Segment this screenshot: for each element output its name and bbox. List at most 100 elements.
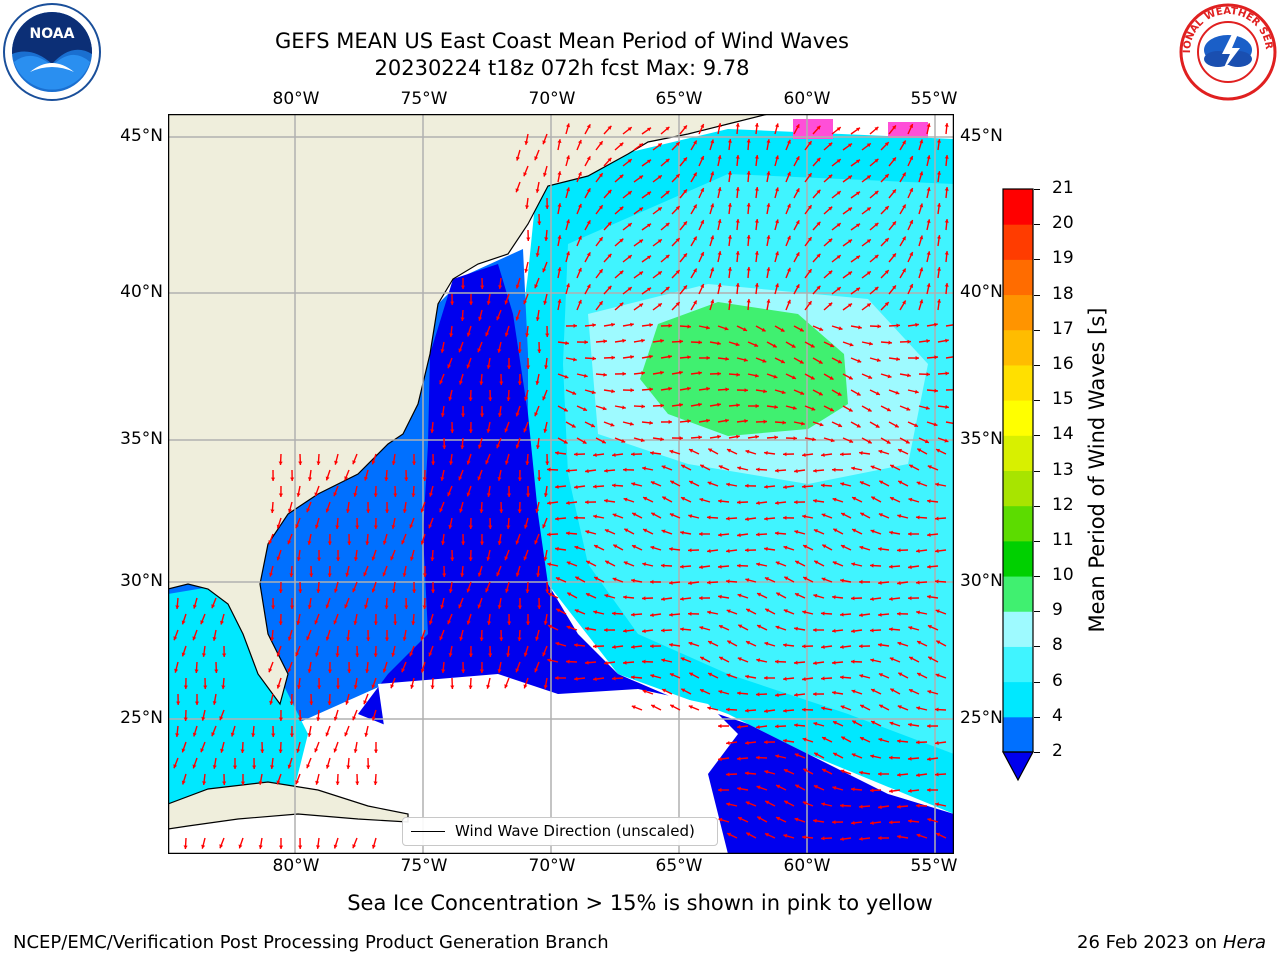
wave-arrow-head	[526, 493, 531, 497]
wave-arrow-head	[269, 700, 274, 705]
wave-arrow-head	[775, 561, 780, 566]
wave-arrow-head	[699, 497, 704, 502]
wave-arrow-head	[718, 499, 722, 504]
wave-arrow-head	[783, 609, 788, 613]
wave-arrow-head	[353, 749, 358, 753]
wave-arrow-head	[870, 658, 874, 663]
wave-arrow-head	[746, 171, 751, 175]
wave-arrow-head	[486, 365, 491, 369]
wave-arrow-head	[860, 512, 865, 517]
colorbar-tick-label: 19	[1052, 248, 1074, 269]
wave-arrow-head	[545, 333, 550, 337]
wave-arrow-head	[487, 621, 492, 625]
colorbar-segment	[1003, 611, 1033, 647]
wave-arrow-head	[662, 688, 667, 693]
wave-arrow-head	[754, 123, 759, 127]
wave-arrow-head	[334, 588, 338, 593]
wave-arrow-head	[295, 780, 300, 785]
wave-arrow-head	[258, 781, 263, 785]
wave-arrow-head	[737, 563, 741, 568]
wave-arrow-head	[344, 604, 349, 609]
colorbar-segment	[1003, 259, 1033, 296]
wave-arrow-head	[927, 817, 932, 822]
wave-arrow-head	[792, 405, 797, 410]
wave-arrow-head	[746, 641, 750, 645]
wave-arrow-head	[309, 573, 314, 577]
wave-arrow-head	[639, 175, 643, 180]
wave-arrow-head	[642, 629, 646, 634]
wave-arrow-head	[841, 512, 846, 517]
wave-arrow-head	[884, 302, 889, 306]
colorbar-tick-label: 18	[1052, 283, 1074, 304]
wave-arrow-head	[325, 732, 330, 737]
wave-arrow-head	[314, 492, 319, 497]
wave-arrow-head	[630, 355, 634, 359]
wave-arrow-head	[449, 333, 454, 337]
wave-arrow-head	[327, 701, 332, 705]
map-legend: Wind Wave Direction (unscaled)	[402, 817, 718, 846]
wave-arrow-head	[382, 668, 387, 673]
wave-arrow-head	[624, 528, 629, 533]
wave-arrow-head	[497, 348, 502, 353]
wave-arrow-head	[382, 572, 387, 577]
wave-arrow-head	[290, 477, 295, 481]
wave-arrow-head	[706, 325, 710, 330]
wave-arrow-head	[916, 803, 920, 808]
wave-arrow-head	[916, 580, 920, 585]
wave-arrow-head	[477, 604, 482, 609]
wave-arrow-head	[486, 429, 491, 433]
wave-arrow-head	[466, 332, 471, 337]
wave-arrow-head	[460, 285, 465, 289]
wave-arrow-head	[214, 669, 219, 673]
wave-arrow-head	[458, 604, 463, 609]
wave-arrow-head	[836, 255, 841, 259]
wave-arrow-head	[699, 565, 703, 570]
wave-arrow-head	[821, 836, 825, 841]
wave-arrow-head	[925, 405, 930, 410]
wave-arrow-head	[935, 548, 939, 553]
wave-arrow-head	[547, 467, 551, 472]
wave-arrow-head	[687, 386, 691, 391]
lon-tick-top-60w: 60°W	[783, 89, 831, 109]
wave-arrow-head	[745, 708, 749, 713]
wave-arrow-head	[700, 656, 705, 661]
wave-arrow-head	[352, 844, 357, 849]
wave-arrow-head	[296, 557, 301, 561]
wave-arrow-head	[440, 604, 445, 609]
wave-arrow-head	[347, 541, 352, 545]
wave-arrow-head	[879, 480, 884, 485]
wave-arrow-head	[525, 621, 531, 625]
wave-arrow-head	[287, 668, 292, 673]
wave-arrow-head	[902, 140, 906, 145]
wave-arrow-head	[194, 701, 199, 705]
wave-arrow-head	[545, 589, 550, 593]
wave-arrow-head	[278, 589, 283, 593]
wave-arrow-head	[480, 541, 485, 545]
wave-arrow-head	[557, 171, 562, 175]
wave-arrow-head	[821, 611, 825, 616]
wave-arrow-head	[612, 483, 616, 488]
wave-arrow-head	[642, 596, 646, 601]
wave-arrow-head	[593, 610, 598, 615]
wave-arrow-head	[631, 705, 636, 710]
wave-arrow-head	[706, 355, 710, 360]
legend-label: Wind Wave Direction (unscaled)	[455, 822, 695, 840]
wave-arrow-head	[335, 653, 340, 657]
wave-arrow-head	[605, 560, 610, 565]
wave-arrow-head	[892, 221, 896, 226]
noaa-logo: NOAA	[2, 2, 102, 106]
wave-arrow-head	[819, 327, 824, 331]
wave-arrow-head	[535, 317, 540, 321]
wave-arrow-head	[764, 675, 768, 680]
wave-arrow-head	[566, 468, 570, 473]
wave-arrow-head	[707, 515, 711, 520]
wave-arrow-head	[935, 516, 939, 521]
wave-arrow-head	[726, 516, 730, 521]
wave-arrow-head	[373, 525, 378, 529]
wave-arrow-head	[555, 516, 559, 521]
wave-arrow-head	[698, 371, 702, 376]
wave-arrow-head	[346, 765, 351, 769]
wave-arrow-head	[650, 481, 655, 485]
wave-arrow-head	[459, 508, 464, 513]
wave-arrow-head	[877, 324, 881, 329]
